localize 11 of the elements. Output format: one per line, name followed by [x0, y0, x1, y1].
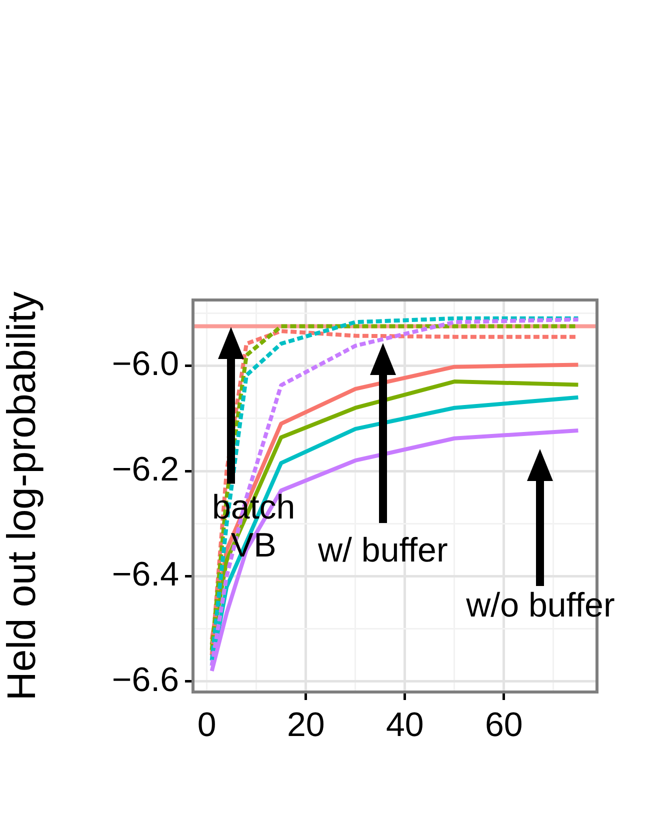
annotation: w/ buffer [316, 532, 448, 570]
x-tick-label: 0 [197, 706, 216, 744]
y-tick-label: −6.4 [112, 556, 179, 594]
x-tick-label: 60 [485, 706, 523, 744]
y-tick-label: −6.6 [112, 660, 179, 699]
annotation: w/o buffer [465, 586, 615, 624]
x-tick-label: 20 [286, 706, 325, 744]
x-tick-label: 40 [386, 706, 424, 744]
y-axis-title: Held out log-probability [0, 291, 44, 701]
y-tick-label: −6.2 [112, 450, 179, 488]
y-tick-label: −6.0 [112, 345, 179, 384]
